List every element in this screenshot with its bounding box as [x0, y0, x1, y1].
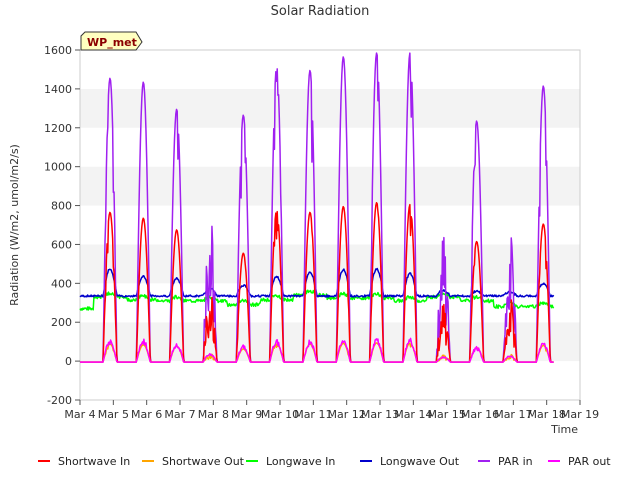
- y-tick-label: 1200: [44, 122, 72, 135]
- y-axis-ticks: -200 0 200 400 600 800 1000 1200 1400 1600: [44, 44, 80, 407]
- site-badge-label: WP_met: [87, 36, 137, 49]
- x-tick-label: Mar 17: [494, 408, 532, 421]
- x-tick-label: Mar 5: [98, 408, 129, 421]
- grid-band: [80, 205, 580, 245]
- plot-area-border: [79, 49, 581, 401]
- legend-label: PAR in: [498, 455, 533, 468]
- x-tick-label: Mar 11: [294, 408, 332, 421]
- legend-label: PAR out: [568, 455, 611, 468]
- grid-band: [80, 283, 580, 323]
- grid-band: [80, 127, 580, 167]
- y-tick-label: 400: [51, 277, 72, 290]
- x-tick-label: Mar 13: [361, 408, 399, 421]
- x-tick-label: Mar 14: [394, 408, 432, 421]
- x-tick-label: Mar 7: [164, 408, 195, 421]
- legend-item: Shortwave Out: [142, 455, 245, 468]
- x-tick-label: Mar 16: [461, 408, 499, 421]
- x-tick-label: Mar 6: [131, 408, 162, 421]
- grid-band: [80, 88, 580, 128]
- series-layer: [79, 52, 555, 363]
- site-badge-box: [80, 31, 143, 51]
- legend-label: Shortwave In: [58, 455, 130, 468]
- x-axis-label: Time: [550, 423, 578, 436]
- legend: Shortwave In Shortwave Out Longwave In Long…: [38, 455, 611, 468]
- legend-item: Longwave In: [246, 455, 335, 468]
- y-tick-label: 600: [51, 238, 72, 251]
- grid-band: [80, 322, 580, 362]
- grid-band: [80, 244, 580, 284]
- y-tick-label: 1000: [44, 161, 72, 174]
- x-tick-label: Mar 12: [328, 408, 366, 421]
- x-tick-label: Mar 19: [561, 408, 599, 421]
- y-tick-label: -200: [47, 394, 72, 407]
- site-badge: WP_met: [80, 31, 143, 51]
- y-tick-label: 1400: [44, 83, 72, 96]
- legend-label: Longwave In: [266, 455, 335, 468]
- legend-label: Shortwave Out: [162, 455, 245, 468]
- legend-item: Longwave Out: [360, 455, 460, 468]
- legend-item: Shortwave In: [38, 455, 130, 468]
- legend-item: PAR out: [548, 455, 611, 468]
- legend-label: Longwave Out: [380, 455, 460, 468]
- x-tick-label: Mar 9: [231, 408, 262, 421]
- x-tick-label: Mar 18: [528, 408, 566, 421]
- y-tick-label: 200: [51, 316, 72, 329]
- x-tick-label: Mar 10: [261, 408, 299, 421]
- x-tick-label: Mar 15: [428, 408, 466, 421]
- y-axis-label: Radiation (W/m2, umol/m2/s): [8, 144, 21, 306]
- x-tick-label: Mar 8: [198, 408, 229, 421]
- y-tick-label: 0: [65, 355, 72, 368]
- series-line-longwave-out: [79, 267, 555, 298]
- series-line-par-out: [79, 337, 554, 363]
- x-tick-label: Mar 4: [64, 408, 95, 421]
- grid-band: [80, 166, 580, 206]
- y-tick-label: 800: [51, 200, 72, 213]
- chart-title: Solar Radiation: [271, 4, 370, 19]
- y-tick-label: 1600: [44, 44, 72, 57]
- legend-item: PAR in: [478, 455, 533, 468]
- grid-band: [80, 361, 580, 400]
- grid-bands: [80, 50, 580, 400]
- grid-band: [80, 50, 580, 89]
